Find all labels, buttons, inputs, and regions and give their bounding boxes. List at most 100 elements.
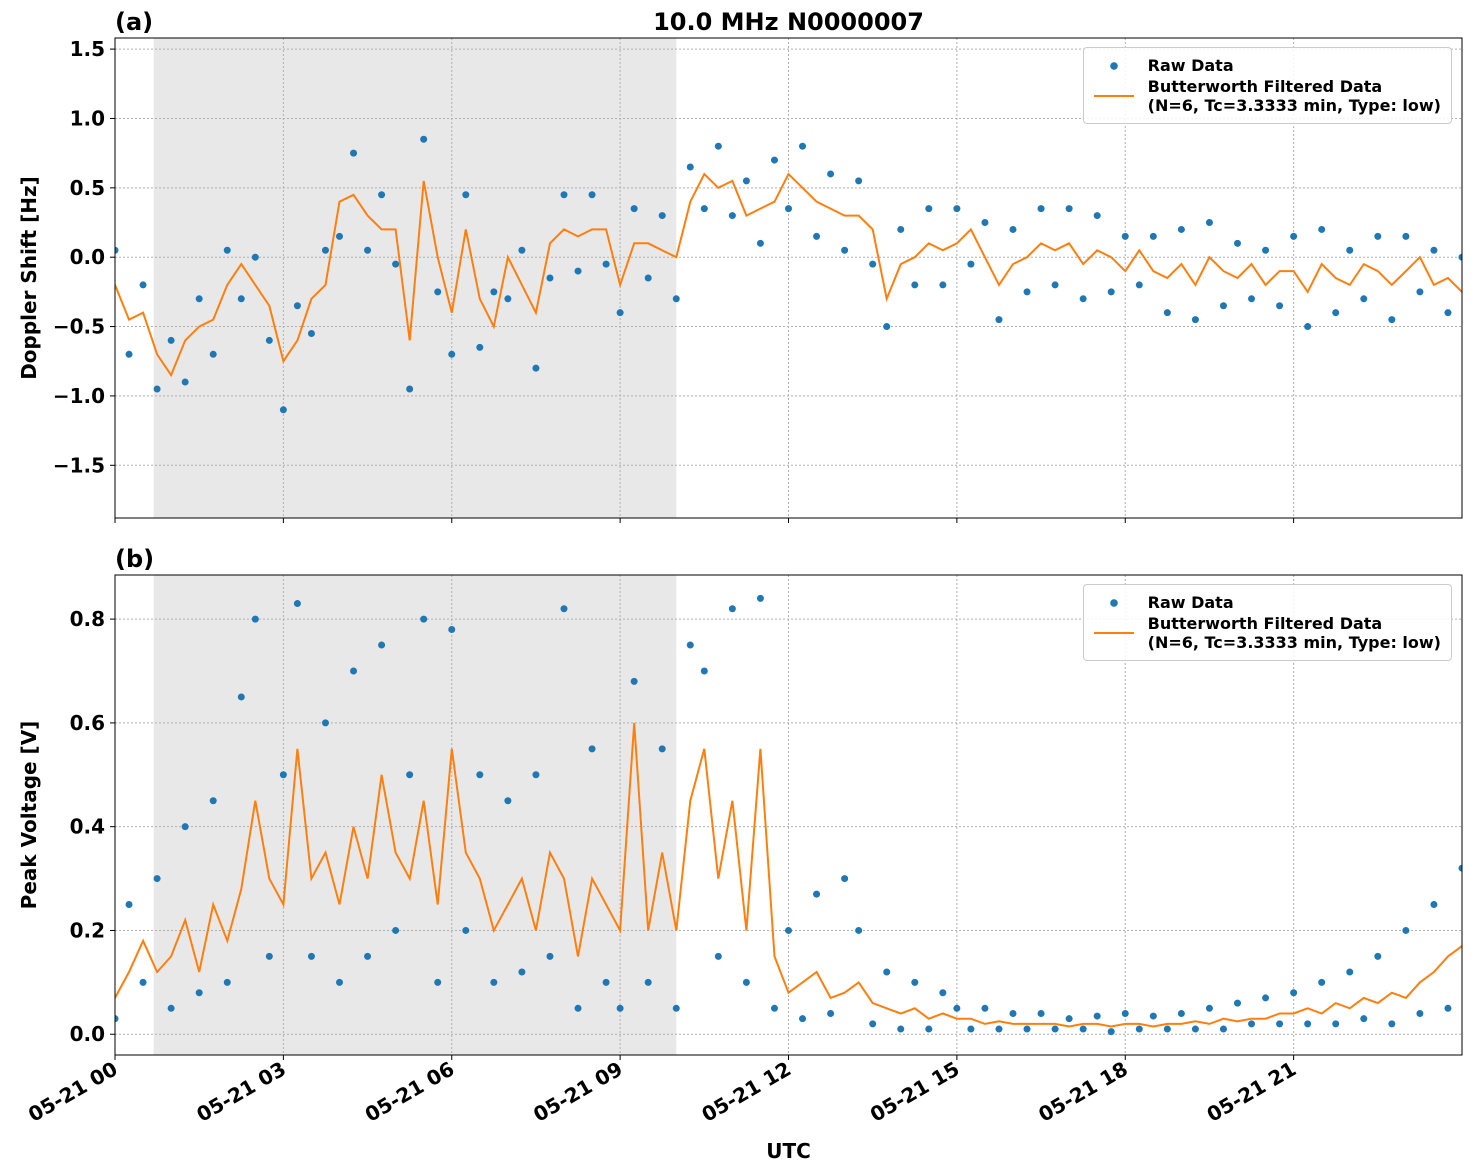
raw-point [785,205,792,213]
raw-point [1458,864,1462,872]
y-tick-label: −0.5 [53,315,105,339]
raw-point [1388,1020,1396,1028]
y-axis-label: Peak Voltage [V] [17,721,41,910]
raw-point [644,978,652,986]
shaded-span [153,575,677,1055]
raw-point [1177,225,1185,233]
raw-point [1234,999,1241,1007]
x-axis-label: UTC [766,1139,811,1163]
raw-point [209,350,217,358]
legend-label: Raw Data [1147,593,1234,612]
plot-area [115,594,1462,1036]
y-tick-label: 0.0 [70,245,105,269]
raw-point [588,745,596,753]
raw-point [546,952,554,960]
raw-point [504,797,512,805]
raw-point [560,191,568,199]
raw-point [1163,309,1171,317]
raw-point [195,989,203,997]
raw-point [434,978,442,986]
legend-entry: Butterworth Filtered Data (N=6, Tc=3.333… [1093,77,1441,115]
raw-point [462,191,470,199]
axes-frame [114,574,1463,1056]
raw-point [1290,232,1298,240]
raw-point [630,205,638,213]
raw-point [181,378,189,386]
raw-point [1332,1020,1340,1028]
raw-point [1290,989,1298,997]
raw-point [321,246,329,254]
raw-point [1107,288,1115,296]
raw-point [1065,1015,1073,1023]
raw-point [350,149,358,157]
raw-point [1135,281,1143,289]
raw-point [588,191,596,199]
raw-point [630,677,638,685]
raw-point [1346,246,1354,254]
raw-point [406,385,414,393]
legend-label: Raw Data [1147,56,1234,75]
raw-point [911,281,919,289]
raw-point [827,170,835,178]
raw-point [1051,1025,1059,1033]
raw-point [251,253,259,261]
raw-point [1248,1020,1256,1028]
raw-point [420,615,428,623]
filtered-line [115,172,1462,378]
raw-point [799,142,807,150]
raw-point [939,989,947,997]
raw-point [504,295,512,303]
raw-point [364,246,372,254]
raw-point [209,797,217,805]
raw-point [153,385,161,393]
raw-point [490,288,498,296]
raw-point [1135,1025,1143,1033]
legend-label: Butterworth Filtered Data (N=6, Tc=3.333… [1147,77,1441,115]
raw-point [1177,1009,1185,1017]
raw-point [265,336,273,344]
raw-point [672,295,680,303]
raw-point [223,246,231,254]
raw-point [1402,232,1410,240]
raw-point [1009,1009,1017,1017]
raw-point [195,295,203,303]
raw-point [237,295,245,303]
y-axis-label: Doppler Shift [Hz] [17,176,41,380]
raw-point [953,1004,961,1012]
raw-point [897,1025,905,1033]
raw-point [883,323,891,331]
raw-point [1093,1012,1101,1020]
raw-point [1121,232,1129,240]
raw-point [1037,205,1045,213]
legend-key [1093,593,1134,612]
raw-point [476,771,484,779]
raw-point [700,667,708,675]
raw-point [1248,295,1256,303]
raw-point [700,205,708,213]
raw-point [392,260,400,268]
raw-point [1009,225,1017,233]
raw-point [1346,968,1354,976]
raw-point [813,890,821,898]
raw-point [686,163,694,171]
plot-area [115,135,1462,414]
raw-point [237,693,245,701]
raw-point [476,343,484,351]
raw-point [1219,1025,1227,1033]
raw-point [1416,1009,1424,1017]
y-tick-label: −1.0 [53,384,105,408]
panel-label: (b) [115,545,154,573]
raw-point [1023,288,1031,296]
axes-frame [114,37,1463,519]
raw-point [1276,1020,1284,1028]
raw-point [1219,302,1227,310]
raw-point [1360,295,1368,303]
raw-point [364,952,372,960]
raw-point [1388,316,1396,324]
raw-point [1262,994,1270,1002]
raw-point [1079,295,1087,303]
raw-point [1318,978,1326,986]
raw-point [1191,1025,1199,1033]
raw-point [336,978,343,986]
